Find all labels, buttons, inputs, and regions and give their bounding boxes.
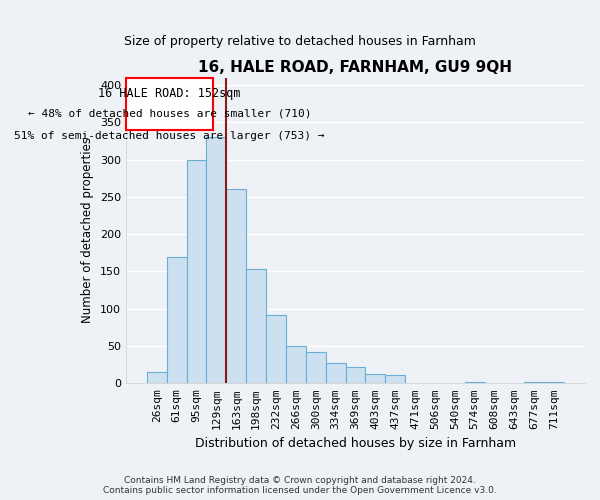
Bar (266, 314, 286, 384)
Title: 16, HALE ROAD, FARNHAM, GU9 9QH: 16, HALE ROAD, FARNHAM, GU9 9QH (199, 60, 512, 75)
Text: 16 HALE ROAD: 152sqm: 16 HALE ROAD: 152sqm (98, 86, 241, 100)
Bar (147, 372, 167, 384)
Bar (524, 382, 544, 384)
Bar (465, 382, 485, 384)
Text: Contains HM Land Registry data © Crown copyright and database right 2024.
Contai: Contains HM Land Registry data © Crown c… (103, 476, 497, 495)
Text: ← 48% of detached houses are smaller (710): ← 48% of detached houses are smaller (71… (28, 108, 311, 118)
Bar (544, 382, 564, 384)
Text: 51% of semi-detached houses are larger (753) →: 51% of semi-detached houses are larger (… (14, 131, 325, 141)
Bar (385, 375, 405, 384)
Bar (306, 352, 326, 384)
Bar (226, 190, 246, 384)
Text: Size of property relative to detached houses in Farnham: Size of property relative to detached ho… (124, 35, 476, 48)
FancyBboxPatch shape (126, 78, 214, 130)
Bar (286, 346, 306, 384)
Bar (365, 374, 385, 384)
Bar (346, 367, 365, 384)
Bar (246, 269, 266, 384)
Bar (206, 137, 226, 384)
Bar (167, 256, 187, 384)
Bar (326, 363, 346, 384)
Bar (187, 160, 206, 384)
Y-axis label: Number of detached properties: Number of detached properties (82, 138, 94, 324)
X-axis label: Distribution of detached houses by size in Farnham: Distribution of detached houses by size … (195, 437, 516, 450)
